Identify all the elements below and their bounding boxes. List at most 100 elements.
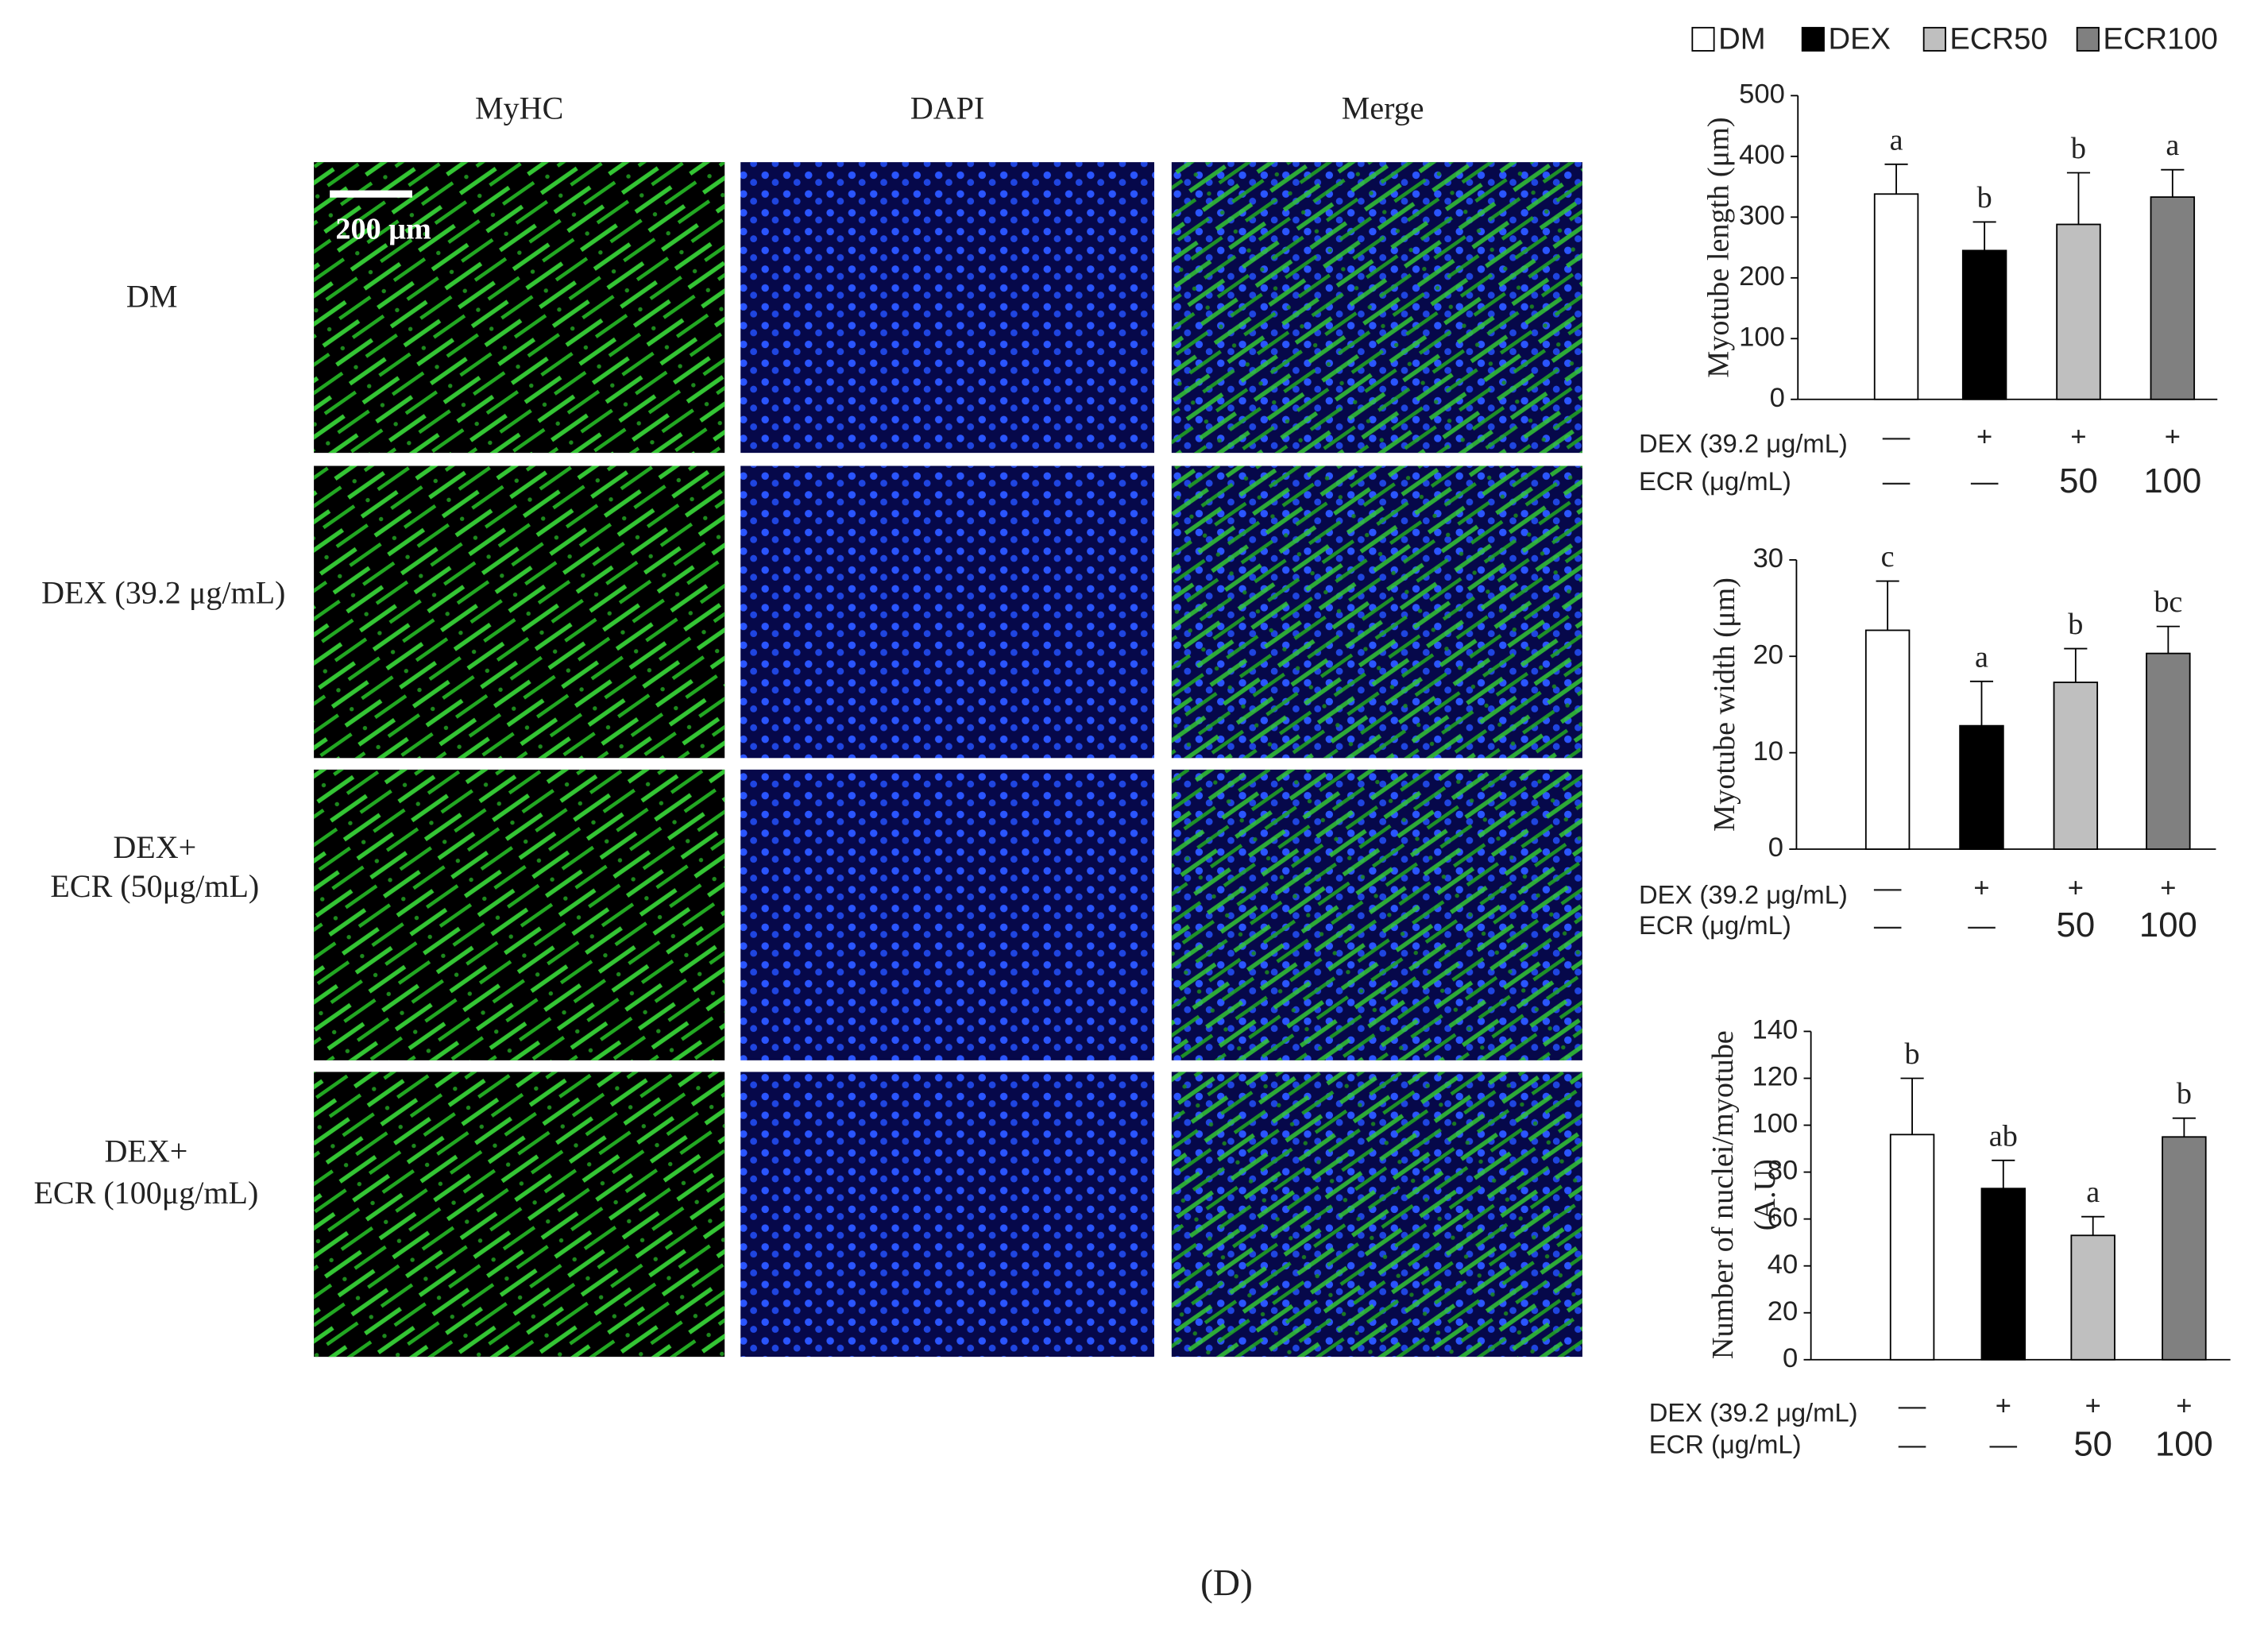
significance-letter: b (2068, 608, 2083, 641)
treatment-cell: 100 (2139, 906, 2197, 944)
panel-label: (D) (1200, 1562, 1253, 1604)
significance-letter: ab (1989, 1119, 2018, 1153)
row-label: ECR (50μg/mL) (50, 868, 259, 904)
bar (2146, 652, 2191, 850)
y-axis-title: Myotube width (μm) (1708, 577, 1741, 832)
significance-letter: a (1890, 123, 1903, 156)
bar (2056, 223, 2101, 400)
treatment-cell: + (1973, 873, 1989, 903)
significance-letter: b (1905, 1037, 1920, 1071)
significance-letter: b (2177, 1077, 2192, 1110)
column-header: DAPI (910, 91, 984, 126)
column-header: Merge (1342, 91, 1424, 126)
column-header: MyHC (475, 91, 563, 126)
legend-swatch (1801, 26, 1825, 52)
y-tick-label: 0 (1783, 1343, 1798, 1373)
micrograph-signal (1171, 769, 1582, 1060)
bar (1873, 193, 1919, 400)
y-tick-label: 80 (1768, 1156, 1798, 1186)
y-axis-title: (A.U) (1748, 1159, 1782, 1230)
bar (1959, 724, 2004, 850)
legend-label: ECR50 (1949, 21, 2047, 56)
treatment-cell: — (1883, 467, 1911, 497)
y-tick-label: 120 (1752, 1062, 1799, 1092)
micrograph-signal (314, 1072, 725, 1358)
treatment-label: DEX (39.2 μg/mL) (1639, 880, 1848, 910)
treatment-cell: + (2070, 422, 2086, 452)
treatment-cell: + (1976, 422, 1992, 452)
y-tick-label: 20 (1753, 639, 1783, 670)
treatment-cell: — (1968, 910, 1996, 940)
y-tick-label: 60 (1768, 1203, 1798, 1233)
legend-label: ECR100 (2103, 21, 2217, 56)
micrograph-signal (1171, 465, 1582, 759)
scale-bar-label: 200 μm (335, 212, 431, 245)
y-tick-label: 300 (1739, 200, 1785, 230)
significance-letter: bc (2154, 585, 2182, 619)
bar (1864, 629, 1911, 850)
treatment-cell: 50 (2059, 462, 2098, 500)
bar (2070, 1234, 2115, 1361)
treatment-cell: 50 (2073, 1425, 2112, 1464)
micrograph-signal (314, 465, 725, 759)
micrograph-signal (314, 162, 725, 454)
bar (2150, 196, 2196, 400)
treatment-cell: — (1899, 1391, 1926, 1421)
treatment-cell: — (1899, 1430, 1926, 1460)
bar (1889, 1134, 1935, 1361)
row-label: DEX (39.2 μg/mL) (41, 575, 285, 611)
significance-letter: a (2166, 129, 2179, 162)
treatment-cell: — (1874, 873, 1902, 903)
y-tick-label: 100 (1739, 322, 1785, 352)
significance-letter: b (1977, 181, 1992, 214)
treatment-cell: — (1883, 422, 1911, 452)
micrograph (740, 162, 1154, 454)
bar (2053, 682, 2099, 850)
legend-label: DEX (1828, 21, 1891, 56)
y-tick-label: 30 (1753, 543, 1783, 574)
significance-letter: a (1975, 640, 1988, 674)
micrograph (740, 465, 1154, 759)
micrograph (740, 1072, 1154, 1358)
treatment-cell: + (2068, 873, 2084, 903)
treatment-cell: 50 (2057, 906, 2096, 944)
y-axis-title: Myotube length (μm) (1702, 117, 1736, 377)
y-tick-label: 500 (1739, 79, 1785, 110)
bar (1961, 249, 2007, 400)
treatment-label: DEX (39.2 μg/mL) (1639, 429, 1848, 458)
micrograph-signal (314, 769, 725, 1060)
y-tick-label: 20 (1768, 1296, 1798, 1327)
legend-swatch (1922, 26, 1946, 52)
micrograph-signal (1171, 162, 1582, 454)
bar (2162, 1136, 2207, 1361)
micrograph-signal (1171, 1072, 1582, 1358)
y-tick-label: 0 (1768, 832, 1783, 863)
treatment-cell: — (1971, 467, 1999, 497)
row-label: DM (126, 278, 178, 314)
treatment-cell: + (2085, 1391, 2101, 1421)
y-tick-label: 0 (1770, 383, 1785, 413)
treatment-label: ECR (μg/mL) (1649, 1430, 1802, 1459)
legend-label: DM (1718, 21, 1765, 56)
row-label: ECR (100μg/mL) (33, 1175, 258, 1211)
y-tick-label: 10 (1753, 736, 1783, 767)
legend-swatch (2076, 26, 2100, 52)
treatment-label: ECR (μg/mL) (1639, 466, 1791, 496)
treatment-cell: + (2176, 1391, 2192, 1421)
treatment-label: ECR (μg/mL) (1639, 910, 1791, 940)
y-tick-label: 140 (1752, 1015, 1799, 1045)
treatment-cell: + (2165, 422, 2181, 452)
treatment-cell: + (1996, 1391, 2011, 1421)
y-tick-label: 400 (1739, 140, 1785, 170)
micrograph (740, 769, 1154, 1060)
significance-letter: a (2086, 1176, 2100, 1209)
y-tick-label: 200 (1739, 261, 1785, 292)
treatment-label: DEX (39.2 μg/mL) (1649, 1398, 1858, 1427)
y-axis-title: Number of nuclei/myotube (1706, 1030, 1740, 1359)
row-label: DEX+ (113, 829, 196, 865)
bar (1980, 1188, 2027, 1361)
y-tick-label: 100 (1752, 1109, 1799, 1139)
treatment-cell: — (1874, 910, 1902, 940)
treatment-cell: 100 (2155, 1425, 2213, 1464)
